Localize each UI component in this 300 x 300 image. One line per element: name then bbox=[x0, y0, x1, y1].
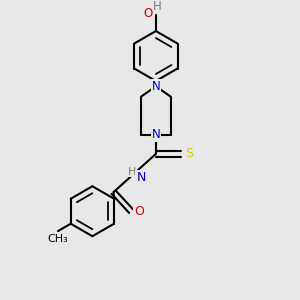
Text: CH₃: CH₃ bbox=[48, 234, 68, 244]
Text: N: N bbox=[136, 171, 146, 184]
Text: H: H bbox=[128, 167, 136, 176]
Text: H: H bbox=[153, 0, 162, 13]
Text: N: N bbox=[152, 80, 160, 93]
Text: N: N bbox=[152, 128, 160, 141]
Text: O: O bbox=[134, 205, 144, 218]
Text: O: O bbox=[143, 7, 152, 20]
Text: S: S bbox=[185, 147, 193, 161]
